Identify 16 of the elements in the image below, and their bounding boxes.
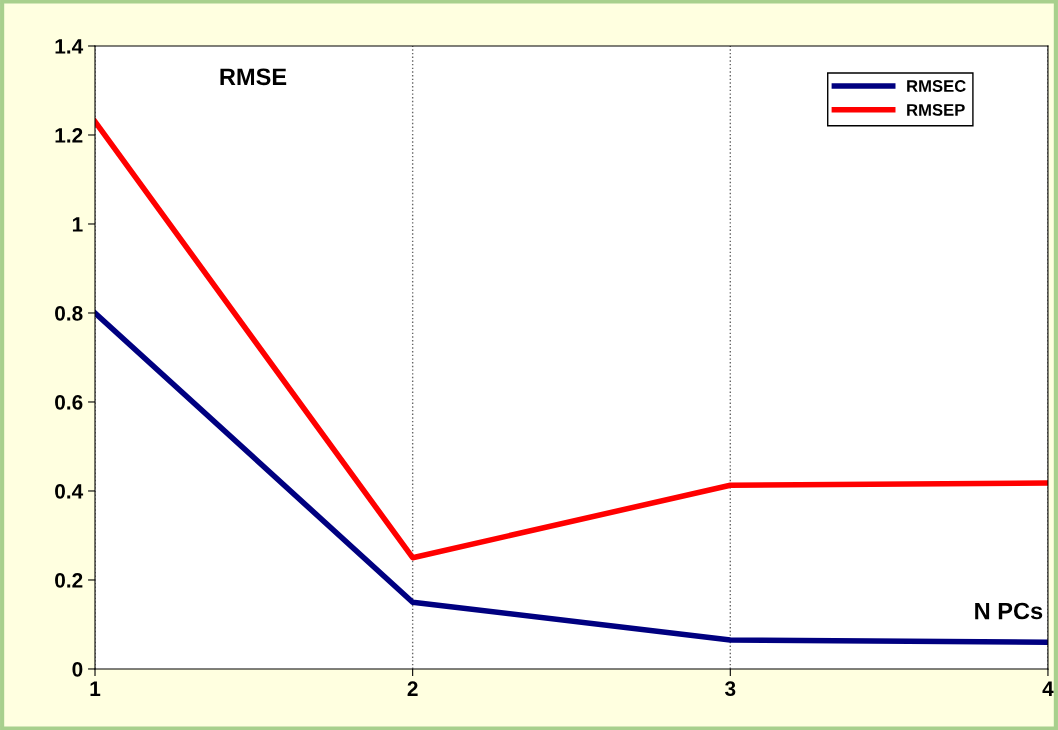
x-tick-label: 1 bbox=[90, 681, 101, 696]
y-tick-label: 0.2 bbox=[55, 572, 83, 588]
legend-label: RMSEP bbox=[907, 103, 965, 116]
x-axis-title: N PCs bbox=[975, 602, 1043, 620]
y-tick-label: 1.2 bbox=[55, 127, 83, 143]
y-tick-label: 0.4 bbox=[55, 483, 84, 499]
y-tick-label: 1 bbox=[72, 217, 83, 232]
x-tick-label: 4 bbox=[1042, 681, 1054, 696]
y-tick-label: 0 bbox=[72, 661, 83, 677]
y-axis-title: RMSE bbox=[220, 68, 287, 86]
x-tick-label: 2 bbox=[407, 681, 418, 696]
x-tick-label: 3 bbox=[724, 681, 736, 697]
y-tick-label: 0.8 bbox=[55, 305, 83, 321]
y-tick-label: 1.4 bbox=[55, 39, 84, 54]
legend-label: RMSEC bbox=[907, 80, 966, 92]
y-tick-label: 0.6 bbox=[55, 394, 83, 410]
